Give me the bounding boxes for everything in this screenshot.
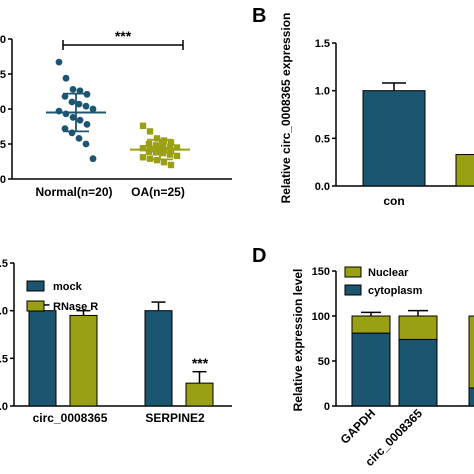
bar-segment bbox=[468, 315, 474, 389]
y-tick-label: 0.0 bbox=[0, 401, 8, 413]
scatter-point bbox=[69, 86, 77, 93]
scatter-point bbox=[61, 125, 69, 132]
scatter-point bbox=[55, 58, 63, 66]
scatter-point bbox=[139, 122, 147, 129]
scatter-point bbox=[68, 98, 76, 106]
significance-label: *** bbox=[192, 355, 209, 371]
bar bbox=[69, 314, 98, 407]
y-axis-title: Relative expression level bbox=[291, 269, 305, 412]
scatter-point bbox=[166, 143, 174, 150]
bar-segment bbox=[468, 387, 474, 407]
panel-c-plot bbox=[28, 301, 214, 407]
panel-d-plot bbox=[351, 309, 474, 407]
bar bbox=[455, 154, 474, 187]
scatter-point bbox=[76, 116, 84, 124]
scatter-point bbox=[75, 100, 83, 108]
bar bbox=[185, 382, 214, 407]
scatter-point bbox=[68, 129, 76, 137]
scatter-point bbox=[69, 114, 77, 121]
y-tick-label: 1.0 bbox=[0, 104, 6, 116]
scatter-point bbox=[145, 148, 153, 155]
legend-swatch bbox=[26, 300, 45, 312]
y-tick-label: 1.5 bbox=[315, 38, 330, 50]
panel-c-y-axis: 0.0 0.5 1.0 1.5 bbox=[0, 258, 15, 413]
scatter-point bbox=[146, 128, 154, 135]
y-tick-label: 1.5 bbox=[0, 258, 8, 270]
scatter-point bbox=[83, 121, 91, 128]
y-tick-label: 150 bbox=[312, 266, 330, 278]
legend-label: Nuclear bbox=[368, 267, 409, 279]
y-tick-label: 2.0 bbox=[0, 34, 6, 46]
y-tick-label: 0.0 bbox=[315, 181, 330, 193]
legend-label: cytoplasm bbox=[368, 285, 423, 297]
y-tick-label: 0.0 bbox=[0, 174, 6, 186]
scatter-point bbox=[173, 152, 181, 160]
y-tick-label: 0.5 bbox=[0, 139, 6, 151]
panel-a-plot bbox=[46, 58, 190, 169]
scatter-point bbox=[167, 139, 175, 146]
scatter-point bbox=[139, 154, 147, 161]
scatter-point bbox=[145, 140, 153, 148]
y-tick-label: 1.0 bbox=[0, 306, 8, 318]
scatter-point bbox=[167, 161, 175, 169]
bar-segment bbox=[398, 338, 438, 407]
scatter-point bbox=[166, 151, 174, 158]
scatter-point bbox=[153, 135, 161, 142]
x-category-label: con bbox=[383, 194, 404, 208]
bar bbox=[362, 90, 426, 187]
y-tick-label: 50 bbox=[318, 356, 330, 368]
scatter-point bbox=[76, 87, 84, 95]
y-tick-label: 100 bbox=[312, 311, 330, 323]
scatter-point bbox=[152, 149, 160, 156]
significance-label: *** bbox=[115, 28, 132, 44]
legend-label: mock bbox=[53, 281, 83, 293]
y-tick-label: 1.5 bbox=[0, 69, 6, 81]
panel-label-b: B bbox=[252, 5, 266, 27]
scatter-point bbox=[159, 142, 167, 150]
panel-b-plot bbox=[362, 82, 474, 187]
x-category-label: OA(n=25) bbox=[131, 185, 185, 199]
panel-a-y-axis: 0.0 0.5 1.0 1.5 2.0 bbox=[0, 34, 13, 186]
scatter-point bbox=[152, 142, 160, 149]
x-category-label: circ_0008365 bbox=[33, 411, 108, 425]
x-category-label: SERPINE2 bbox=[145, 411, 205, 425]
scatter-point bbox=[89, 105, 97, 113]
x-category-label: GAPDH bbox=[338, 406, 379, 447]
legend-swatch bbox=[26, 280, 45, 292]
legend-label: RNase R bbox=[53, 301, 98, 313]
legend-swatch bbox=[344, 266, 362, 278]
bar-segment bbox=[398, 315, 438, 340]
panel-d-y-axis: 0 50 100 150 bbox=[312, 266, 337, 413]
scatter-point bbox=[62, 74, 70, 82]
scatter-point bbox=[75, 135, 83, 142]
scatter-point bbox=[167, 147, 175, 155]
panel-b-y-axis: 0.0 0.5 1.0 1.5 bbox=[315, 38, 337, 193]
scatter-point bbox=[173, 144, 181, 151]
bar-segment bbox=[351, 315, 391, 334]
y-tick-label: 0 bbox=[324, 401, 330, 413]
panel-label-d: D bbox=[252, 245, 266, 267]
y-tick-label: 1.0 bbox=[315, 86, 330, 98]
y-axis-title: Relative circ_0008365 expression bbox=[279, 13, 293, 204]
x-category-label: Normal(n=20) bbox=[35, 185, 112, 199]
scatter-point bbox=[61, 93, 69, 100]
scatter-point bbox=[160, 159, 168, 166]
bar bbox=[144, 310, 173, 407]
bar bbox=[28, 310, 57, 407]
legend-swatch bbox=[344, 284, 362, 296]
scatter-point bbox=[82, 140, 90, 148]
y-tick-label: 0.5 bbox=[315, 133, 330, 145]
y-tick-label: 0.5 bbox=[0, 353, 8, 365]
bar-segment bbox=[351, 332, 391, 407]
scatter-point bbox=[139, 145, 147, 152]
scatter-point bbox=[159, 149, 167, 157]
scatter-point bbox=[82, 102, 90, 110]
scatter-point bbox=[89, 155, 97, 163]
